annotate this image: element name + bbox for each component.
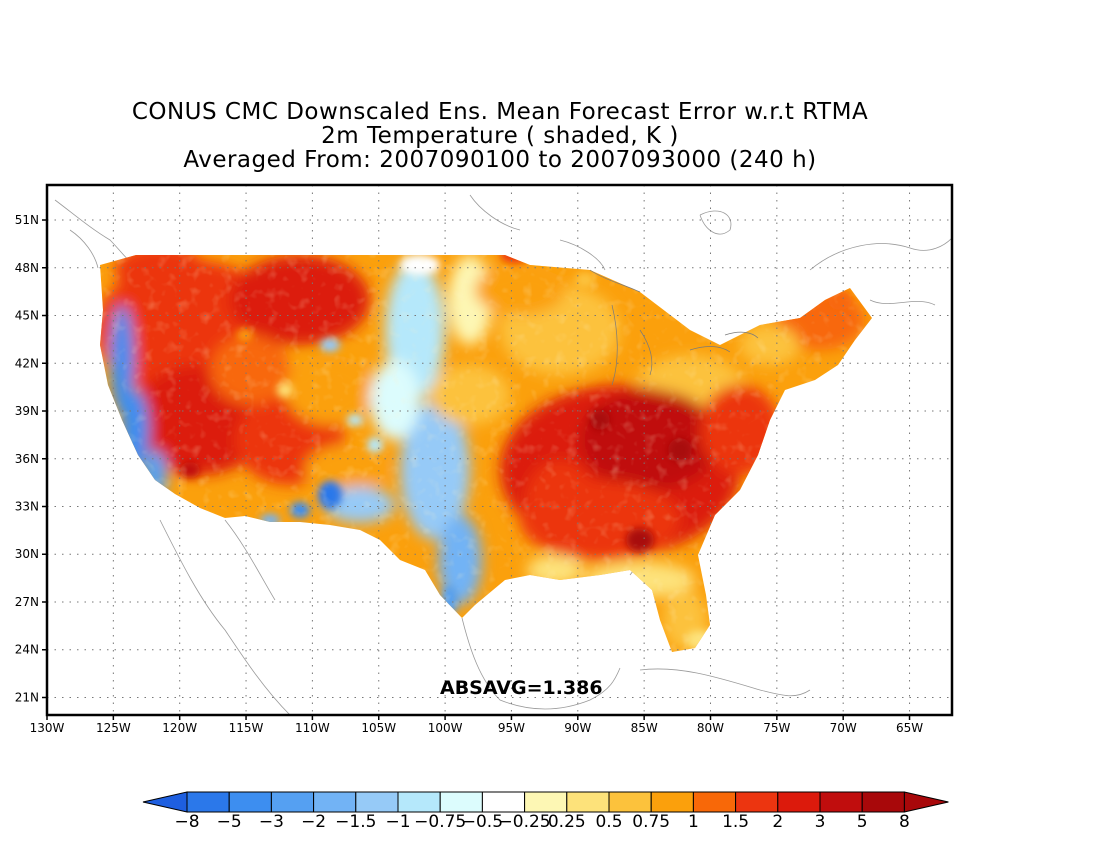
lat-tick-label: 24N	[15, 643, 39, 657]
colorbar-swatch	[566, 791, 610, 813]
lat-tick-label: 45N	[15, 309, 39, 323]
colorbar-swatch	[397, 791, 441, 813]
title-line-2: 2m Temperature ( shaded, K )	[321, 123, 679, 149]
colorbar-swatch	[313, 791, 357, 813]
lon-tick-label: 120W	[162, 721, 197, 735]
colorbar: −8 −5 −3 −2 −1.5 −1 −0.75−0.5−0.250.25 0.5 0.75 1…	[142, 791, 949, 832]
lat-tick-label: 48N	[15, 261, 39, 275]
colorbar-label: −0.25	[499, 812, 551, 832]
colorbar-swatch	[186, 791, 230, 813]
lat-tick-label: 33N	[15, 500, 39, 514]
lon-tick-label: 70W	[830, 721, 857, 735]
colorbar-swatch	[270, 791, 315, 813]
colorbar-swatch	[228, 791, 272, 813]
lon-tick-label: 110W	[295, 721, 330, 735]
colorbar-swatch	[861, 791, 905, 813]
colorbar-label: 0.75	[632, 812, 670, 832]
colorbar-label: −5	[217, 812, 242, 832]
colorbar-lower-arrow	[142, 791, 188, 813]
colorbar-label: 5	[857, 812, 868, 832]
lon-tick-label: 95W	[498, 721, 525, 735]
lon-tick-label: 75W	[763, 721, 790, 735]
colorbar-swatch	[650, 791, 694, 813]
lat-tick-label: 39N	[15, 404, 39, 418]
lon-tick-label: 85W	[631, 721, 658, 735]
lon-tick-label: 65W	[896, 721, 923, 735]
lat-tick-label: 42N	[15, 356, 39, 370]
colorbar-label: 8	[899, 812, 910, 832]
colorbar-swatch	[608, 791, 652, 813]
colorbar-label: −0.75	[414, 812, 466, 832]
chart-title: CONUS CMC Downscaled Ens. Mean Forecast …	[0, 100, 1000, 172]
colorbar-upper-arrow	[903, 791, 949, 813]
colorbar-label: −1.5	[335, 812, 376, 832]
lon-tick-label: 80W	[697, 721, 724, 735]
longitude-axis: 130W 125W 120W 115W 110W 105W 100W 95W 90W 85W 80W…	[30, 715, 923, 735]
colorbar-label: 2	[772, 812, 783, 832]
colorbar-swatch	[819, 791, 863, 813]
lon-tick-label: 100W	[428, 721, 463, 735]
colorbar-label: −0.5	[462, 812, 503, 832]
lon-tick-label: 130W	[30, 721, 65, 735]
lon-tick-label: 105W	[361, 721, 396, 735]
colorbar-swatch	[355, 791, 399, 813]
colorbar-label: −2	[301, 812, 326, 832]
colorbar-swatch	[439, 791, 483, 813]
colorbar-label: 1	[688, 812, 699, 832]
lon-tick-label: 125W	[96, 721, 131, 735]
lat-tick-label: 21N	[15, 690, 39, 704]
lat-tick-label: 36N	[15, 452, 39, 466]
colorbar-label: 0.5	[595, 812, 622, 832]
lat-lon-grid	[47, 185, 952, 715]
colorbar-swatch	[524, 791, 568, 813]
lon-tick-label: 115W	[229, 721, 264, 735]
colorbar-label: −3	[259, 812, 284, 832]
absavg-label: ABSAVG=1.386	[440, 677, 603, 699]
colorbar-swatch	[735, 791, 779, 813]
lon-tick-label: 90W	[564, 721, 591, 735]
lat-tick-label: 30N	[15, 547, 39, 561]
colorbar-label: 3	[815, 812, 826, 832]
colorbar-label: 0.25	[548, 812, 586, 832]
latitude-axis: 51N 48N 45N 42N 39N 36N 33N 30N 27N 24N 21N	[15, 213, 47, 704]
great-lakes-outlines	[589, 269, 759, 386]
colorbar-label: −8	[174, 812, 199, 832]
colorbar-label: 1.5	[722, 812, 749, 832]
colorbar-label: −1	[385, 812, 410, 832]
map-frame	[45, 183, 954, 717]
colorbar-swatch	[692, 791, 737, 813]
lat-tick-label: 27N	[15, 595, 39, 609]
colorbar-swatch	[481, 791, 526, 813]
colorbar-swatch	[777, 791, 821, 813]
lat-tick-label: 51N	[15, 213, 39, 227]
title-line-1: CONUS CMC Downscaled Ens. Mean Forecast …	[131, 99, 869, 125]
title-line-3: Averaged From: 2007090100 to 2007093000 …	[183, 147, 817, 173]
